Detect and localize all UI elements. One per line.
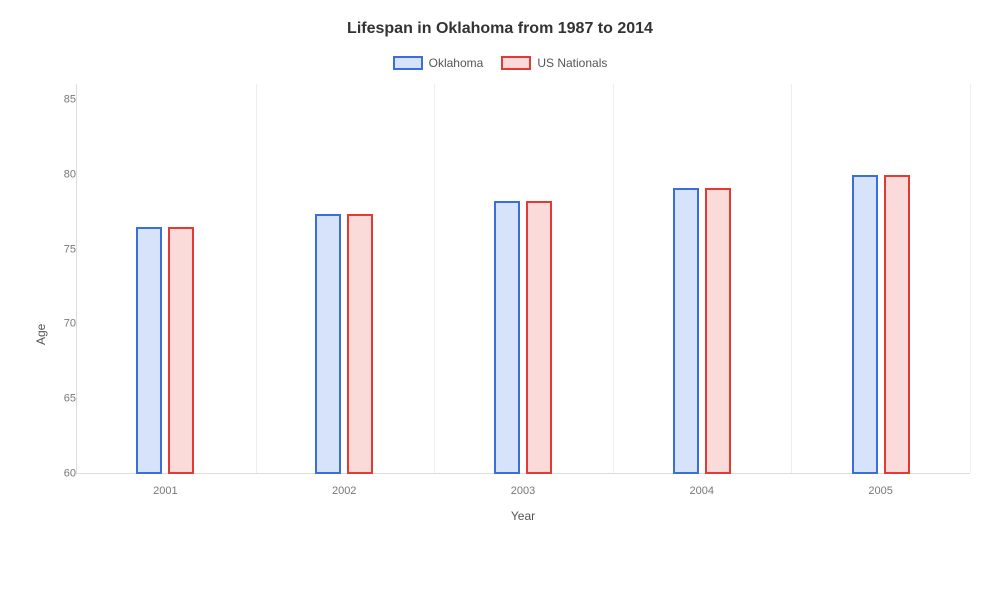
x-axis-labels: 20012002200320042005 <box>76 485 970 497</box>
legend-item-us-nationals[interactable]: US Nationals <box>501 56 607 70</box>
bar[interactable] <box>705 188 731 474</box>
legend-swatch-oklahoma <box>393 56 423 70</box>
bar[interactable] <box>673 188 699 474</box>
y-tick: 60 <box>48 468 76 479</box>
legend-label-us-nationals: US Nationals <box>537 56 607 70</box>
chart-title: Lifespan in Oklahoma from 1987 to 2014 <box>30 20 970 38</box>
legend-item-oklahoma[interactable]: Oklahoma <box>393 56 484 70</box>
y-tick: 75 <box>48 244 76 255</box>
bar[interactable] <box>852 175 878 474</box>
bar-group <box>76 84 255 474</box>
y-tick: 70 <box>48 319 76 330</box>
chart-container: Lifespan in Oklahoma from 1987 to 2014 O… <box>0 0 1000 600</box>
bar[interactable] <box>884 175 910 474</box>
y-tick: 85 <box>48 95 76 106</box>
legend: Oklahoma US Nationals <box>30 56 970 70</box>
bar-group <box>612 84 791 474</box>
bar[interactable] <box>494 201 520 474</box>
y-axis-label: Age <box>30 84 48 529</box>
bar-group <box>255 84 434 474</box>
bar[interactable] <box>168 227 194 474</box>
y-axis: 85 80 75 70 65 60 <box>48 84 76 529</box>
x-tick-label: 2005 <box>791 485 970 497</box>
bar[interactable] <box>136 227 162 474</box>
x-tick-label: 2001 <box>76 485 255 497</box>
bar-group <box>791 84 970 474</box>
bars-region <box>76 84 970 474</box>
x-tick-label: 2002 <box>255 485 434 497</box>
vertical-gridline <box>970 84 971 473</box>
bar-group <box>434 84 613 474</box>
x-tick-label: 2004 <box>612 485 791 497</box>
bar[interactable] <box>347 214 373 474</box>
legend-swatch-us-nationals <box>501 56 531 70</box>
legend-label-oklahoma: Oklahoma <box>429 56 484 70</box>
plot-wrapper: Age 85 80 75 70 65 60 20012002200320042005 Ye… <box>30 84 970 529</box>
plot-area: 20012002200320042005 Year <box>76 84 970 529</box>
bar[interactable] <box>315 214 341 474</box>
x-tick-label: 2003 <box>434 485 613 497</box>
bar[interactable] <box>526 201 552 474</box>
y-tick: 80 <box>48 169 76 180</box>
x-axis-label: Year <box>76 509 970 523</box>
y-tick: 65 <box>48 394 76 405</box>
